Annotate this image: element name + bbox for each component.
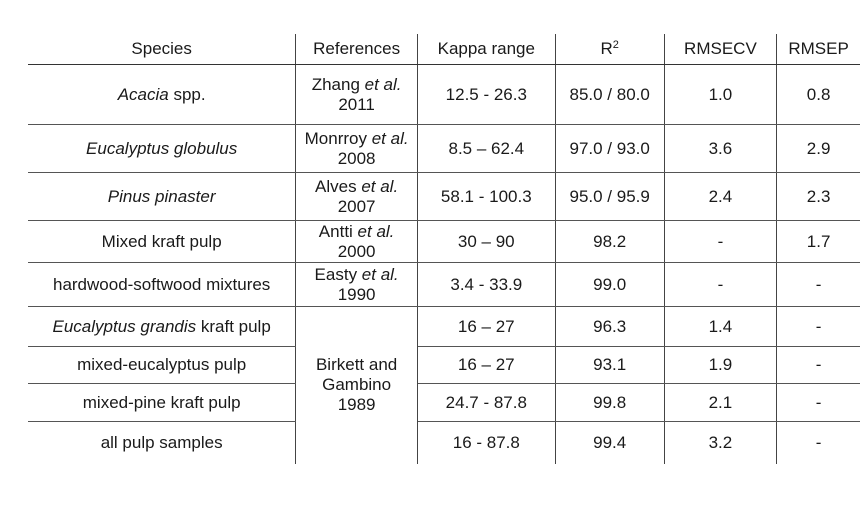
reference-author: Easty	[314, 264, 362, 284]
rmsecv-cell: -	[664, 220, 778, 263]
header-r2-base: R	[600, 39, 613, 58]
kappa-cell: 12.5 - 26.3	[417, 64, 556, 125]
table-row: Eucalyptus grandis kraft pulp Birkett an…	[28, 306, 860, 464]
rmsecv-cell: -	[664, 262, 778, 307]
rmsecv-cell: 2.1	[664, 383, 778, 422]
rmsep-cell: -	[776, 262, 860, 307]
species-italic: Eucalyptus grandis	[52, 316, 197, 336]
rmsecv-cell: 1.4	[664, 306, 778, 347]
species-cell: Mixed kraft pulp	[28, 220, 297, 263]
reference-et-al: et al.	[361, 264, 399, 284]
species-italic: Pinus pinaster	[107, 186, 216, 206]
r2-cell: 85.0 / 80.0	[555, 64, 665, 125]
reference-et-al: et al.	[364, 74, 402, 94]
reference-year: 2000	[337, 241, 376, 261]
rmsep-cell: -	[776, 346, 860, 384]
rmsep-cell: 2.3	[776, 172, 860, 221]
r2-cell: 95.0 / 95.9	[555, 172, 665, 221]
header-kappa-range: Kappa range	[417, 34, 556, 65]
reference-year: 2007	[337, 196, 376, 216]
rmsecv-cell: 1.9	[664, 346, 778, 384]
species-text: hardwood-softwood mixtures	[52, 274, 271, 294]
reference-et-al: et al.	[361, 176, 399, 196]
species-cell: mixed-pine kraft pulp	[28, 383, 297, 422]
rmsecv-cell: 2.4	[664, 172, 778, 221]
kappa-calibration-table: Species References Kappa range R2 RMSECV…	[28, 34, 860, 464]
reference-author: Alves	[315, 176, 362, 196]
reference-year: 2008	[337, 148, 376, 168]
header-references: References	[295, 34, 418, 65]
species-cell: mixed-eucalyptus pulp	[28, 346, 297, 384]
reference-year: 2011	[338, 94, 375, 114]
reference-cell: Alves et al. 2007	[295, 172, 418, 221]
table-row: Pinus pinaster Alves et al. 2007 58.1 - …	[28, 172, 860, 221]
kappa-cell: 16 – 27	[417, 346, 556, 384]
rmsep-cell: -	[776, 383, 860, 422]
rmsecv-cell: 3.2	[664, 421, 778, 464]
reference-et-al: et al.	[371, 128, 409, 148]
r2-cell: 99.0	[555, 262, 665, 307]
species-text: kraft pulp	[196, 316, 271, 336]
table-row: mixed-pine kraft pulp 24.7 - 87.8 99.8 2…	[28, 383, 860, 422]
kappa-cell: 16 – 27	[417, 306, 556, 347]
reference-author: Zhang	[311, 74, 365, 94]
kappa-cell: 24.7 - 87.8	[417, 383, 556, 422]
rmsecv-cell: 1.0	[664, 64, 778, 125]
rmsep-cell: 1.7	[776, 220, 860, 263]
rmsecv-cell: 3.6	[664, 124, 778, 173]
species-cell: Acacia spp.	[28, 64, 297, 125]
header-r2-sup: 2	[612, 39, 619, 51]
r2-cell: 97.0 / 93.0	[555, 124, 665, 173]
r2-cell: 99.8	[555, 383, 665, 422]
r2-cell: 93.1	[555, 346, 665, 384]
species-text: mixed-pine kraft pulp	[82, 392, 241, 412]
header-species: Species	[28, 34, 297, 65]
reference-cell: Zhang et al. 2011	[295, 64, 418, 125]
table-row: Eucalyptus globulus Monrroy et al. 2008 …	[28, 124, 860, 173]
species-italic: Eucalyptus globulus	[86, 138, 238, 158]
reference-author: Monrroy	[304, 128, 372, 148]
shared-reference-cell: Birkett and Gambino 1989	[295, 306, 418, 464]
r2-cell: 96.3	[555, 306, 665, 347]
kappa-cell: 16 - 87.8	[417, 421, 556, 464]
species-cell: Pinus pinaster	[28, 172, 297, 221]
reference-year: 1990	[337, 284, 376, 304]
species-text: spp.	[168, 84, 206, 104]
rmsep-cell: 0.8	[776, 64, 860, 125]
reference-cell: Easty et al. 1990	[295, 262, 418, 307]
species-cell: Eucalyptus grandis kraft pulp	[28, 306, 297, 347]
species-cell: Eucalyptus globulus	[28, 124, 297, 173]
kappa-cell: 58.1 - 100.3	[417, 172, 556, 221]
header-rmsep: RMSEP	[776, 34, 860, 65]
reference-cell: Antti et al. 2000	[295, 220, 418, 263]
header-r2: R2	[555, 34, 665, 65]
reference-author: Antti	[318, 221, 358, 241]
table-row: mixed-eucalyptus pulp 16 – 27 93.1 1.9 -	[28, 346, 860, 384]
species-cell: hardwood-softwood mixtures	[28, 262, 297, 307]
species-text: Mixed kraft pulp	[101, 231, 222, 251]
reference-cell: Monrroy et al. 2008	[295, 124, 418, 173]
header-rmsecv: RMSECV	[664, 34, 778, 65]
species-text: all pulp samples	[100, 432, 223, 452]
r2-cell: 99.4	[555, 421, 665, 464]
table-row: Mixed kraft pulp Antti et al. 2000 30 – …	[28, 220, 860, 263]
species-italic: Acacia	[117, 84, 169, 104]
r2-cell: 98.2	[555, 220, 665, 263]
reference-et-al: et al.	[357, 221, 395, 241]
rmsep-cell: -	[815, 432, 822, 452]
rmsep-cell: 2.9	[776, 124, 860, 173]
species-text: mixed-eucalyptus pulp	[77, 355, 247, 374]
table-row: Acacia spp. Zhang et al. 2011 12.5 - 26.…	[28, 64, 860, 125]
kappa-cell: 8.5 – 62.4	[417, 124, 556, 173]
species-cell: all pulp samples	[28, 421, 297, 464]
table-row: all pulp samples 16 - 87.8 99.4 3.2 -	[28, 421, 860, 464]
table-row: hardwood-softwood mixtures Easty et al. …	[28, 262, 860, 307]
kappa-cell: 3.4 - 33.9	[417, 262, 556, 307]
rmsep-cell: -	[776, 306, 860, 347]
header-row: Species References Kappa range R2 RMSECV…	[28, 34, 860, 65]
kappa-cell: 30 – 90	[417, 220, 556, 263]
